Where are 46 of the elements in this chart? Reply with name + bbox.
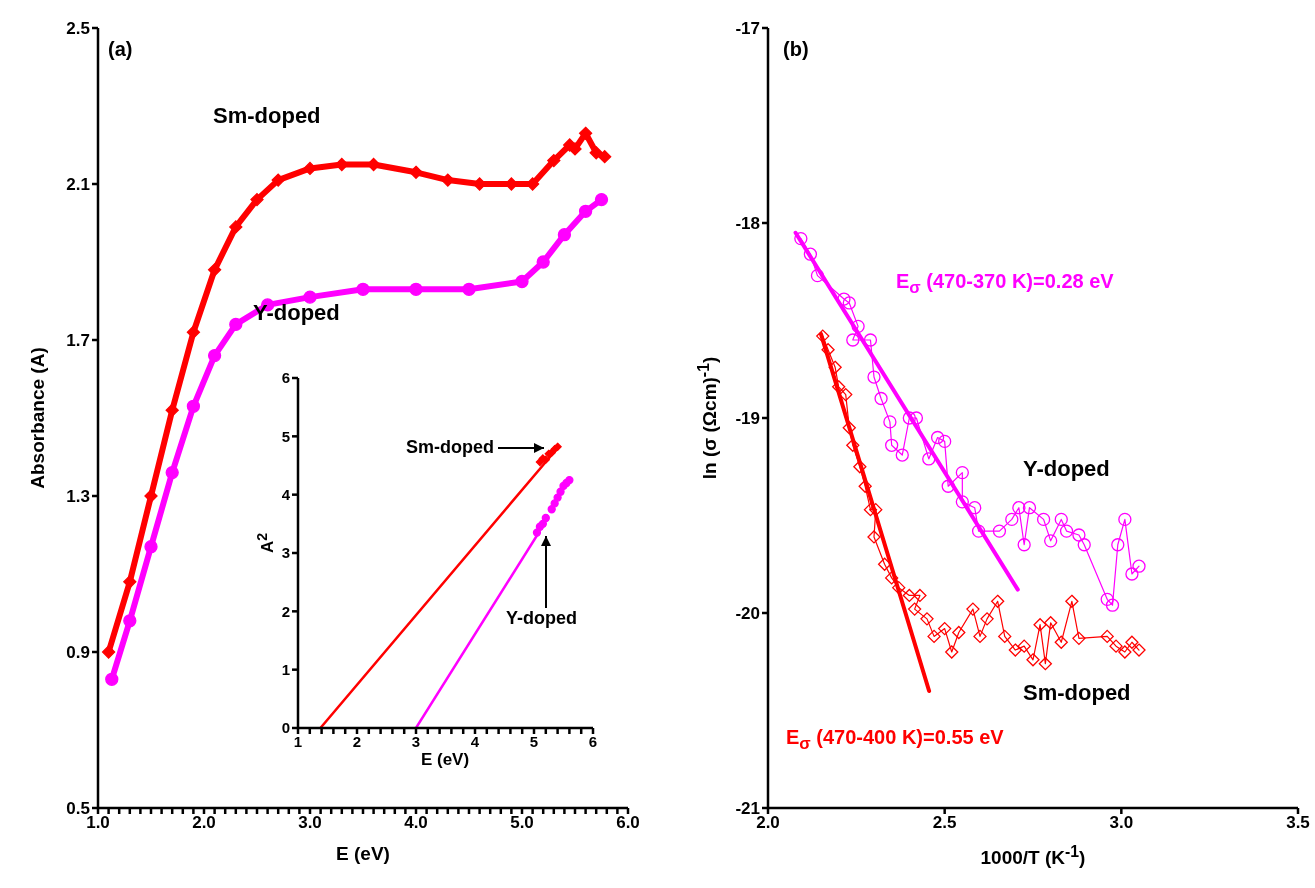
x-tick-label: 2.5 [932, 813, 957, 833]
text: Y-doped [506, 608, 577, 629]
x-tick-label: 5 [529, 732, 539, 750]
y-tick-label: 1 [281, 660, 290, 678]
y-tick-label: 5 [281, 427, 290, 445]
x-axis-title: E (eV) [336, 843, 390, 865]
series-label: Sm-doped [213, 103, 321, 129]
x-tick-label: 6 [588, 732, 598, 750]
y-tick-label: -17 [735, 19, 760, 39]
y-tick-label: -18 [735, 214, 760, 234]
x-tick-label: 2.0 [192, 813, 216, 833]
x-tick-label: 3 [411, 732, 421, 750]
x-tick-label: 4.0 [404, 813, 428, 833]
x-tick-label: 2 [352, 732, 362, 750]
x-tick-label: 1 [293, 732, 303, 750]
annotation: E$_{σ}$ (470-400 K)=0.55 eV [786, 726, 1004, 754]
y-tick-label: 2.5 [66, 19, 90, 39]
series-label: Y-doped [1023, 456, 1110, 482]
x-tick-label: 3.0 [298, 813, 322, 833]
x-tick-label: 4 [470, 732, 480, 750]
x-axis-title: E (eV) [420, 750, 470, 770]
y-tick-label: -19 [735, 409, 760, 429]
x-tick-label: 3.0 [1109, 813, 1134, 833]
annotation: (a) [108, 38, 133, 61]
series-label: Sm-doped [1023, 680, 1131, 706]
annotation: (b) [783, 38, 809, 61]
y-tick-label: 2.1 [66, 175, 90, 195]
x-tick-label: 2.0 [756, 813, 780, 833]
y-tick-label: 4 [281, 485, 291, 503]
y-tick-label: 1.7 [66, 331, 90, 351]
annotation: E$_{σ}$ (470-370 K)=0.28 eV [896, 270, 1114, 298]
y-axis-title: Absorbance (A) [27, 347, 49, 489]
text: Sm-doped [406, 437, 494, 458]
y-tick-label: 6 [281, 369, 290, 387]
x-tick-label: 5.0 [510, 813, 534, 833]
y-tick-label: 0.9 [66, 643, 90, 663]
y-tick-label: 3 [281, 544, 290, 562]
series-label: Y-doped [253, 300, 340, 326]
x-tick-label: 6.0 [616, 813, 640, 833]
y-tick-label: 0 [281, 719, 290, 737]
y-tick-label: 2 [281, 602, 290, 620]
y-tick-label: 1.3 [66, 487, 90, 507]
x-tick-label: 1.0 [86, 813, 110, 833]
x-tick-label: 3.5 [1286, 813, 1310, 833]
y-tick-label: -20 [735, 604, 760, 624]
x-axis-title: 1000/T (K$^{-1}$) [980, 843, 1086, 870]
